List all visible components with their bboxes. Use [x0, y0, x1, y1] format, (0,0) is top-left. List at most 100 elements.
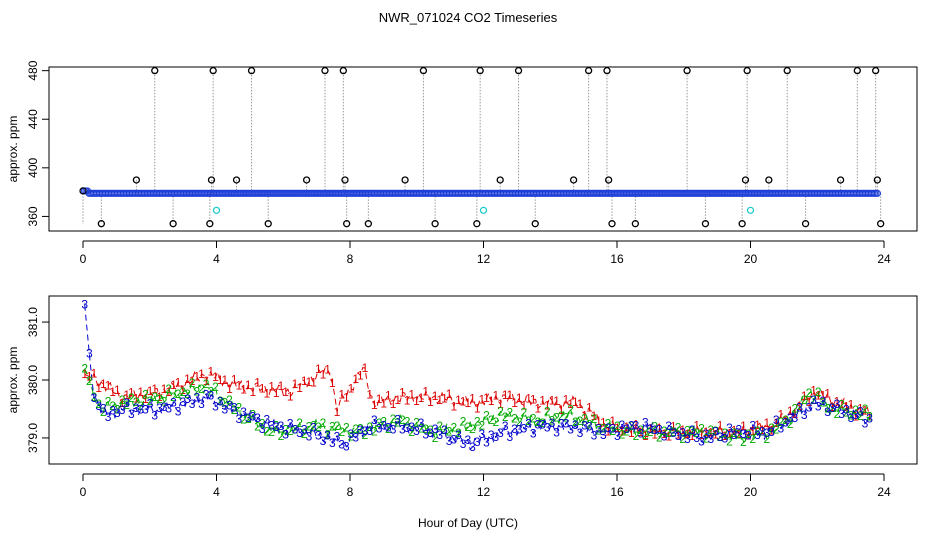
series-marker-1: 1 — [721, 429, 728, 443]
series-marker-1: 1 — [254, 376, 261, 390]
series-marker-2: 2 — [721, 426, 728, 440]
series-marker-2: 2 — [820, 396, 827, 410]
series-marker-2: 2 — [735, 428, 742, 442]
series-marker-3: 3 — [320, 434, 327, 448]
spike-point — [232, 176, 241, 184]
series-marker-2: 2 — [114, 403, 121, 417]
series-marker-3: 3 — [128, 407, 135, 421]
baseline-point — [873, 189, 882, 197]
series-marker-1: 1 — [698, 428, 705, 442]
series-marker-3: 3 — [329, 436, 336, 450]
series-marker-1: 1 — [441, 392, 448, 406]
series-marker-1: 1 — [820, 388, 827, 402]
series-marker-1: 1 — [614, 421, 621, 435]
spike-point — [631, 220, 640, 228]
series-marker-1: 1 — [852, 409, 859, 423]
series-marker-1: 1 — [731, 424, 738, 438]
x-axis-title: Hour of Day (UTC) — [418, 516, 518, 530]
series-marker-1: 1 — [422, 384, 429, 398]
series-marker-1: 1 — [525, 391, 532, 405]
series-marker-1: 1 — [549, 393, 556, 407]
series-marker-3: 3 — [413, 424, 420, 438]
series-marker-2: 2 — [287, 424, 294, 438]
series-marker-3: 3 — [633, 418, 640, 432]
series-marker-1: 1 — [553, 394, 560, 408]
series-marker-3: 3 — [147, 397, 154, 411]
series-marker-2: 2 — [137, 399, 144, 413]
series-marker-3: 3 — [848, 411, 855, 425]
series-marker-1: 1 — [586, 401, 593, 415]
series-marker-2: 2 — [404, 415, 411, 429]
series-marker-3: 3 — [301, 423, 308, 437]
series-marker-1: 1 — [572, 395, 579, 409]
spike-point — [247, 66, 256, 75]
series-marker-3: 3 — [544, 421, 551, 435]
series-marker-1: 1 — [511, 396, 518, 410]
series-marker-2: 2 — [577, 414, 584, 428]
y-tick-label: 440 — [26, 109, 40, 129]
series-marker-2: 2 — [521, 405, 528, 419]
series-marker-1: 1 — [782, 413, 789, 427]
series-marker-1: 1 — [418, 391, 425, 405]
series-marker-2: 2 — [689, 424, 696, 438]
top-x-axis: 0 4 8 12 16 20 24 — [80, 240, 891, 266]
series-marker-1: 1 — [838, 397, 845, 411]
series-marker-3: 3 — [245, 411, 252, 425]
series-marker-1: 1 — [268, 379, 275, 393]
series-marker-1: 1 — [329, 376, 336, 390]
series-marker-3: 3 — [478, 427, 485, 441]
series-marker-2: 2 — [530, 412, 537, 426]
series-marker-2: 2 — [796, 400, 803, 414]
series-marker-3: 3 — [427, 426, 434, 440]
series-marker-3: 3 — [539, 417, 546, 431]
series-marker-1: 1 — [567, 397, 574, 411]
series-marker-1: 1 — [619, 424, 626, 438]
series-marker-3: 3 — [516, 422, 523, 436]
series-marker-3: 3 — [189, 397, 196, 411]
series-marker-2: 2 — [184, 387, 191, 401]
series-marker-3: 3 — [380, 419, 387, 433]
spike-point — [765, 176, 773, 184]
spike-point — [207, 176, 216, 184]
series-marker-2: 2 — [95, 397, 102, 411]
y-tick-label-group: 379.0 — [26, 423, 40, 453]
series-marker-3: 3 — [726, 421, 733, 435]
flagged-point — [746, 206, 755, 214]
spike-point — [169, 220, 177, 228]
series-marker-2: 2 — [754, 424, 761, 438]
series-marker-3: 3 — [179, 395, 186, 409]
series-marker-3: 3 — [558, 416, 565, 430]
series-marker-1: 1 — [843, 399, 850, 413]
series-marker-2: 2 — [212, 380, 219, 394]
series-marker-3: 3 — [385, 420, 392, 434]
spike-point — [741, 176, 750, 184]
series-marker-2: 2 — [226, 393, 233, 407]
series-marker-2: 2 — [852, 403, 859, 417]
series-marker-3: 3 — [156, 401, 163, 415]
spike-point — [97, 220, 106, 228]
series-marker-1: 1 — [647, 421, 654, 435]
series-marker-3: 3 — [404, 421, 411, 435]
series-marker-3: 3 — [829, 401, 836, 415]
series-marker-2: 2 — [390, 412, 397, 426]
series-marker-3: 3 — [581, 418, 588, 432]
series-marker-1: 1 — [707, 426, 714, 440]
series-marker-1: 1 — [105, 378, 112, 392]
spike-point — [743, 66, 751, 75]
series-marker-3: 3 — [824, 405, 831, 419]
series-marker-3: 3 — [165, 402, 172, 416]
series-marker-2: 2 — [292, 422, 299, 436]
series-marker-1: 1 — [156, 390, 163, 404]
series-marker-1: 1 — [773, 416, 780, 430]
series-marker-3: 3 — [394, 412, 401, 426]
series-marker-2: 2 — [446, 424, 453, 438]
series-marker-1: 1 — [497, 397, 504, 411]
series-marker-2: 2 — [675, 420, 682, 434]
series-marker-3: 3 — [572, 418, 579, 432]
series-marker-2: 2 — [623, 424, 630, 438]
series-marker-2: 2 — [707, 423, 714, 437]
series-marker-1: 1 — [282, 385, 289, 399]
series-marker-2: 2 — [203, 377, 210, 391]
spike-point — [608, 220, 616, 228]
series-marker-2: 2 — [198, 382, 205, 396]
